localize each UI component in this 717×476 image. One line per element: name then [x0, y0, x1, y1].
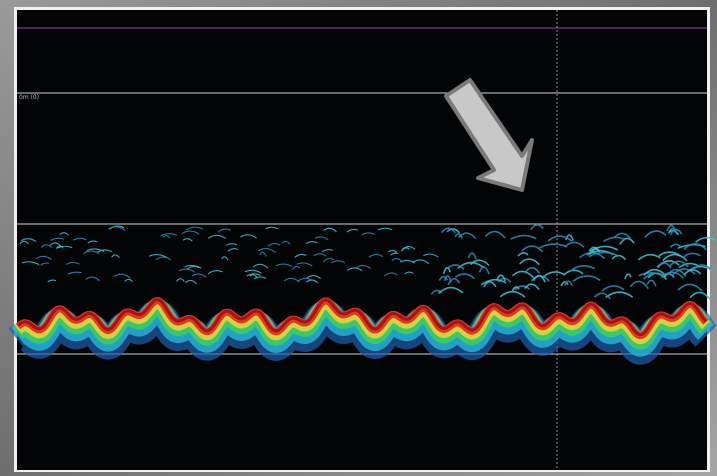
echogram-screenshot: 0m (0): [0, 0, 717, 476]
echogram-panel: [17, 10, 707, 470]
page: 0m (0) (() => { const data = JSON.parse(…: [0, 0, 717, 476]
depth-label: 0m (0): [19, 94, 39, 101]
